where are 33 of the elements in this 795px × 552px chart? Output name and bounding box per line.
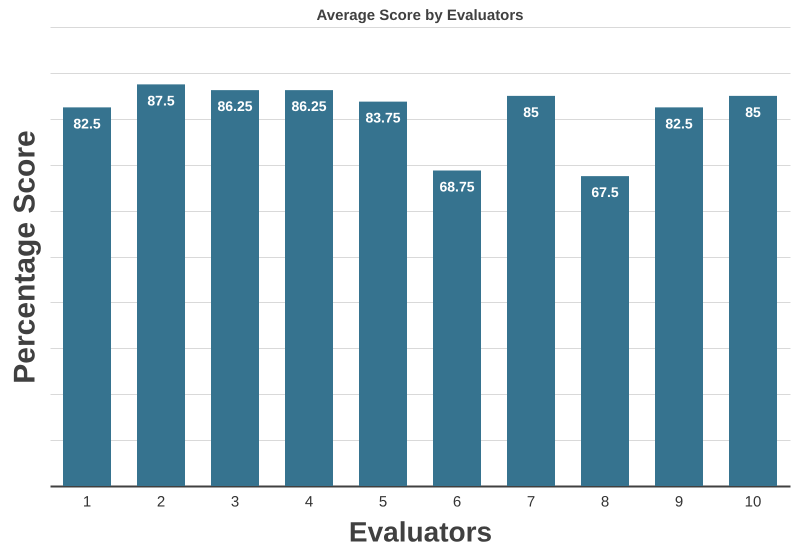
x-tick-label: 10 bbox=[744, 494, 762, 510]
chart-title: Average Score by Evaluators bbox=[316, 7, 524, 24]
x-tick-label: 2 bbox=[156, 494, 166, 510]
bar bbox=[359, 102, 407, 486]
bar bbox=[211, 90, 259, 486]
x-tick-label: 8 bbox=[600, 494, 610, 510]
y-axis-title: Percentage Score bbox=[8, 130, 42, 384]
bar bbox=[63, 107, 111, 486]
data-label: 67.5 bbox=[591, 184, 619, 200]
bar bbox=[507, 96, 555, 486]
data-label: 86.25 bbox=[291, 98, 327, 114]
data-label: 82.5 bbox=[73, 115, 101, 132]
x-tick-label: 6 bbox=[452, 494, 462, 510]
x-axis-title: Evaluators bbox=[348, 516, 492, 548]
bar bbox=[729, 96, 777, 486]
data-label: 83.75 bbox=[365, 110, 401, 126]
x-tick-label: 3 bbox=[230, 494, 240, 510]
data-label: 85 bbox=[745, 104, 761, 120]
data-label: 86.25 bbox=[217, 98, 253, 114]
x-tick-label: 9 bbox=[674, 494, 684, 510]
x-tick-label: 5 bbox=[378, 494, 388, 510]
x-tick-label: 4 bbox=[304, 494, 314, 510]
data-label: 85 bbox=[523, 104, 539, 120]
bar bbox=[137, 84, 185, 486]
bar bbox=[581, 176, 629, 486]
data-label: 82.5 bbox=[665, 115, 693, 132]
x-tick-label: 1 bbox=[82, 494, 92, 510]
data-label: 68.75 bbox=[439, 178, 475, 194]
x-tick-label: 7 bbox=[526, 494, 536, 510]
bar bbox=[285, 90, 333, 486]
bar bbox=[433, 170, 481, 486]
data-label: 87.5 bbox=[147, 92, 175, 108]
bar bbox=[655, 107, 703, 486]
